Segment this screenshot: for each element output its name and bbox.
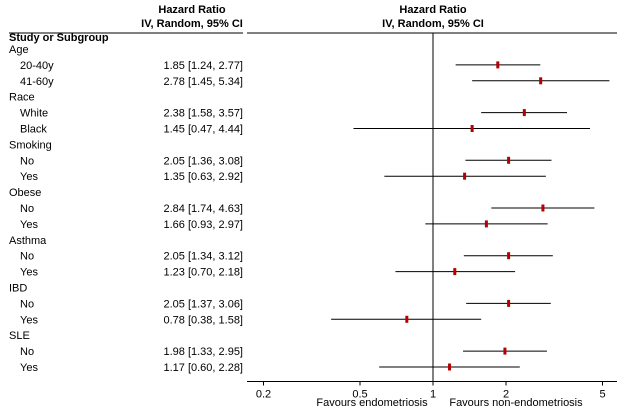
forest-rows: Age 20-40y 1.85 [1.24, 2.77] 41-60y 2.78 [1.…: [9, 44, 243, 374]
hazard-ratio-ci-text: 2.78 [1.45, 5.34]: [163, 76, 243, 88]
hazard-ratio-ci-text: 1.45 [0.47, 4.44]: [163, 124, 243, 136]
hazard-ratio-point: [507, 299, 511, 307]
x-axis-tick-label: 0.2: [256, 389, 271, 401]
hazard-ratio-point: [507, 156, 511, 164]
study-row-label: Black: [20, 124, 47, 136]
study-row-label: 41-60y: [20, 76, 54, 88]
subgroup-header: SLE: [9, 330, 30, 342]
x-axis-tick-label: 5: [599, 389, 605, 401]
hazard-ratio-point: [453, 268, 457, 276]
hazard-ratio-point: [496, 61, 500, 69]
hazard-ratio-point: [503, 347, 507, 355]
x-axis: 0.2 0.5 1 2 5: [247, 381, 617, 401]
favours-right-label: Favours non-endometriosis: [449, 397, 583, 409]
hazard-ratio-ci-text: 1.17 [0.60, 2.28]: [163, 362, 243, 374]
study-row-label: No: [20, 203, 34, 215]
study-row-label: Yes: [20, 171, 38, 183]
study-column-header: Study or Subgroup: [9, 32, 109, 44]
hazard-ratio-column-title: Hazard Ratio: [158, 4, 226, 16]
hazard-ratio-ci-text: 1.23 [0.70, 2.18]: [163, 267, 243, 279]
plot-column-title: Hazard Ratio: [399, 4, 467, 16]
hazard-ratio-point: [470, 125, 474, 132]
subgroup-header: Obese: [9, 187, 41, 199]
plot-column-subtitle: IV, Random, 95% CI: [382, 18, 484, 30]
subgroup-header: IBD: [9, 283, 27, 295]
hazard-ratio-point: [484, 220, 488, 228]
study-row-label: No: [20, 298, 34, 310]
hazard-ratio-ci-text: 1.85 [1.24, 2.77]: [163, 60, 243, 72]
study-row-label: 20-40y: [20, 60, 54, 72]
forest-plot-area: [331, 33, 610, 382]
study-row-label: Yes: [20, 219, 38, 231]
hazard-ratio-ci-text: 2.05 [1.37, 3.06]: [163, 298, 243, 310]
hazard-ratio-ci-text: 2.05 [1.36, 3.08]: [163, 155, 243, 167]
x-axis-tick-label: 1: [430, 389, 436, 401]
study-row-label: No: [20, 346, 34, 358]
study-row-label: No: [20, 251, 34, 263]
study-row-label: Yes: [20, 362, 38, 374]
hazard-ratio-point: [522, 109, 526, 117]
hazard-ratio-ci-text: 2.05 [1.34, 3.12]: [163, 251, 243, 263]
hazard-ratio-point: [539, 77, 543, 85]
study-row-label: No: [20, 155, 34, 167]
x-axis-tick-label: 2: [503, 389, 509, 401]
hazard-ratio-point: [541, 204, 545, 212]
hazard-ratio-ci-text: 1.35 [0.63, 2.92]: [163, 171, 243, 183]
x-axis-tick-label: 0.5: [352, 389, 367, 401]
subgroup-header: Smoking: [9, 139, 52, 151]
subgroup-header: Race: [9, 92, 35, 104]
subgroup-header: Asthma: [9, 235, 47, 247]
subgroup-header: Age: [9, 44, 29, 56]
hazard-ratio-point: [405, 315, 409, 323]
hazard-ratio-ci-text: 2.38 [1.58, 3.57]: [163, 108, 243, 120]
study-row-label: Yes: [20, 267, 38, 279]
hazard-ratio-ci-text: 2.84 [1.74, 4.63]: [163, 203, 243, 215]
hazard-ratio-ci-text: 1.98 [1.33, 2.95]: [163, 346, 243, 358]
study-row-label: Yes: [20, 314, 38, 326]
hazard-ratio-ci-text: 0.78 [0.38, 1.58]: [163, 314, 243, 326]
hazard-ratio-point: [463, 172, 467, 180]
hazard-ratio-ci-text: 1.66 [0.93, 2.97]: [163, 219, 243, 231]
hazard-ratio-point: [507, 252, 511, 260]
hazard-ratio-point: [448, 363, 452, 371]
favours-left-label: Favours endometriosis: [316, 397, 428, 409]
hazard-ratio-column-subtitle: IV, Random, 95% CI: [141, 18, 243, 30]
study-row-label: White: [20, 108, 48, 120]
